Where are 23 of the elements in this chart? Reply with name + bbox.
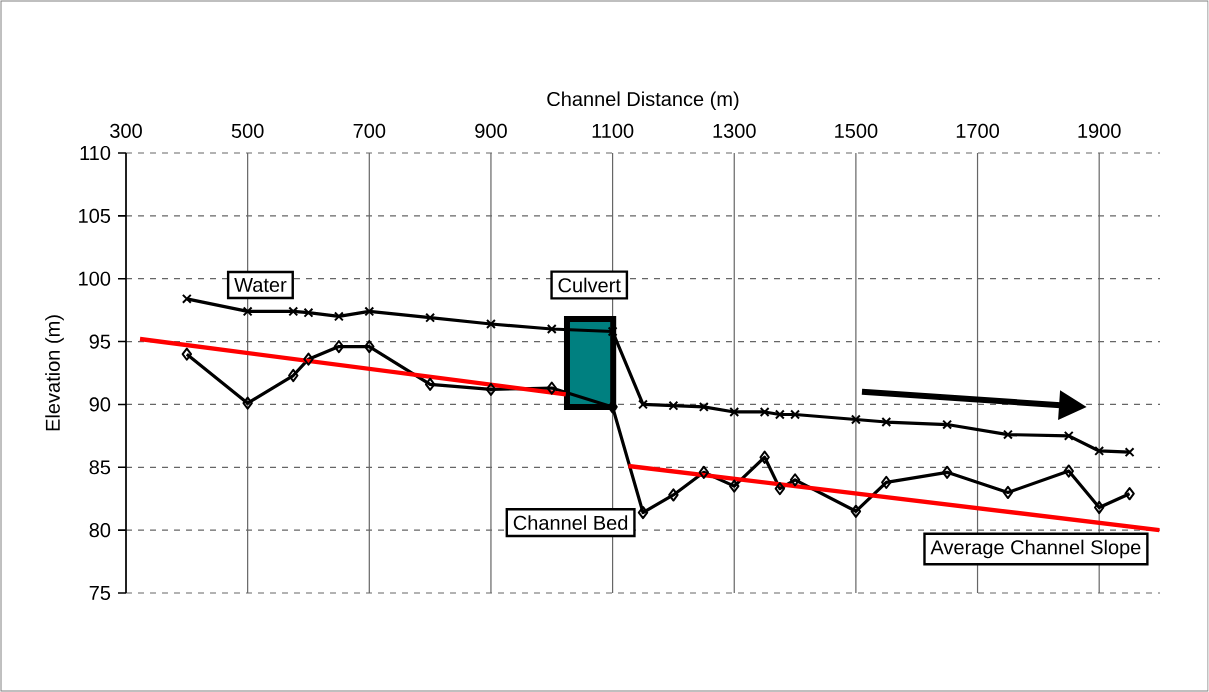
x-tick-label: 1100 (592, 123, 634, 138)
annotation: Culvert (558, 277, 621, 293)
x-tick-label: 700 (353, 123, 386, 138)
x-tick-label: 1900 (1078, 123, 1121, 138)
annotation: Average Channel Slope (930, 539, 1141, 559)
y-tick-label: 95 (89, 334, 111, 349)
annotation: Water (234, 278, 287, 292)
y-tick-label: 85 (89, 460, 111, 475)
x-tick-label: 1500 (835, 123, 878, 138)
x-tick-label: 1700 (956, 123, 999, 138)
y-tick-label: 75 (89, 586, 111, 600)
y-tick-label: 110 (80, 145, 111, 161)
x-axis-title: Channel Distance (m) (547, 91, 739, 111)
y-tick-label: 80 (89, 523, 111, 538)
y-tick-label: 105 (79, 208, 111, 223)
y-tick-label: 90 (89, 397, 111, 412)
y-axis-title: Elevation (m) (45, 315, 64, 431)
x-tick-label: 900 (475, 123, 507, 138)
x-tick-label: 1300 (713, 123, 756, 138)
y-tick-label: 100 (79, 271, 111, 286)
x-tick-label: 300 (110, 123, 142, 138)
annotation: Channel Bed (513, 515, 628, 530)
x-tick-label: 500 (231, 123, 264, 138)
